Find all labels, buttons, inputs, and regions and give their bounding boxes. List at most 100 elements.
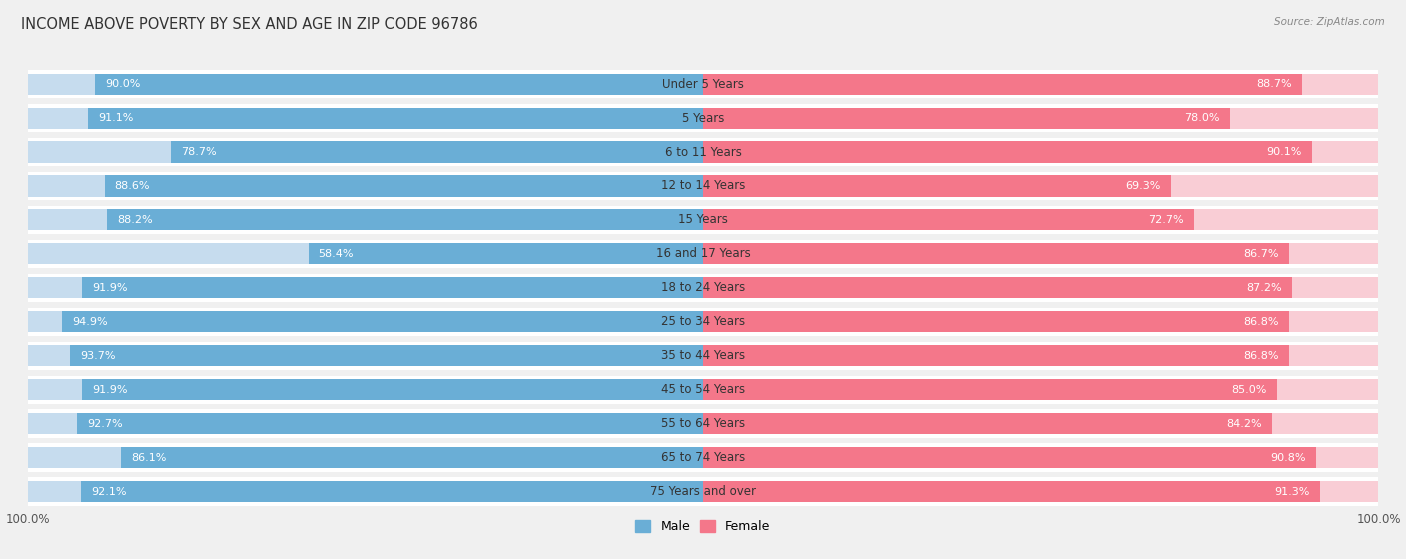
Text: 65 to 74 Years: 65 to 74 Years	[661, 451, 745, 464]
Bar	[703, 141, 1312, 163]
Bar	[703, 243, 1378, 264]
Text: 12 to 14 Years: 12 to 14 Years	[661, 179, 745, 192]
Bar	[703, 277, 1378, 299]
Bar	[703, 311, 1289, 333]
Text: 78.0%: 78.0%	[1184, 113, 1219, 123]
Text: Under 5 Years: Under 5 Years	[662, 78, 744, 91]
Text: 94.9%: 94.9%	[72, 317, 108, 327]
Bar	[83, 379, 703, 400]
Bar	[28, 376, 703, 404]
Bar	[28, 138, 703, 166]
Bar	[703, 376, 1378, 404]
Bar	[28, 240, 703, 268]
Text: 91.1%: 91.1%	[98, 113, 134, 123]
Bar	[703, 277, 1292, 299]
Text: 75 Years and over: 75 Years and over	[650, 485, 756, 498]
Bar	[703, 74, 1302, 94]
Bar	[703, 311, 1378, 333]
Bar	[28, 447, 703, 468]
Text: 92.1%: 92.1%	[91, 487, 127, 497]
Bar	[28, 413, 703, 434]
Bar	[28, 342, 703, 370]
Bar	[703, 379, 1277, 400]
Bar	[703, 447, 1316, 468]
Text: 6 to 11 Years: 6 to 11 Years	[665, 145, 741, 159]
Bar	[703, 345, 1378, 366]
Text: 88.6%: 88.6%	[115, 181, 150, 191]
Bar	[308, 243, 703, 264]
Text: 93.7%: 93.7%	[80, 351, 115, 361]
Text: 90.8%: 90.8%	[1271, 453, 1306, 463]
Text: 35 to 44 Years: 35 to 44 Years	[661, 349, 745, 362]
Text: 91.9%: 91.9%	[93, 385, 128, 395]
Text: 86.7%: 86.7%	[1243, 249, 1278, 259]
Bar	[121, 447, 703, 468]
Bar	[70, 345, 703, 366]
Text: 86.1%: 86.1%	[132, 453, 167, 463]
Bar	[703, 240, 1378, 268]
Bar	[703, 443, 1378, 472]
Bar	[28, 273, 703, 302]
Text: 86.8%: 86.8%	[1244, 317, 1279, 327]
Bar	[172, 141, 703, 163]
Bar	[703, 307, 1378, 336]
Text: 87.2%: 87.2%	[1246, 283, 1282, 293]
Text: 69.3%: 69.3%	[1126, 181, 1161, 191]
Bar	[28, 176, 703, 197]
Text: 90.1%: 90.1%	[1265, 147, 1302, 157]
Text: Source: ZipAtlas.com: Source: ZipAtlas.com	[1274, 17, 1385, 27]
Bar	[703, 210, 1194, 230]
Bar	[107, 210, 703, 230]
Bar	[703, 70, 1378, 98]
Text: 58.4%: 58.4%	[319, 249, 354, 259]
Text: 18 to 24 Years: 18 to 24 Years	[661, 281, 745, 295]
Bar	[703, 104, 1378, 132]
Text: 45 to 54 Years: 45 to 54 Years	[661, 383, 745, 396]
Bar	[703, 176, 1171, 197]
Bar	[703, 477, 1378, 506]
Bar	[703, 413, 1378, 434]
Bar	[703, 342, 1378, 370]
Bar	[703, 210, 1378, 230]
Bar	[703, 481, 1378, 502]
Bar	[703, 172, 1378, 200]
Bar	[703, 273, 1378, 302]
Bar	[703, 107, 1378, 129]
Bar	[28, 410, 703, 438]
Bar	[703, 74, 1378, 94]
Bar	[82, 481, 703, 502]
Bar	[703, 107, 1230, 129]
Text: 91.3%: 91.3%	[1274, 487, 1309, 497]
Bar	[28, 70, 703, 98]
Bar	[703, 345, 1289, 366]
Bar	[28, 277, 703, 299]
Bar	[703, 141, 1378, 163]
Legend: Male, Female: Male, Female	[636, 520, 770, 533]
Bar	[28, 206, 703, 234]
Bar	[703, 206, 1378, 234]
Text: 85.0%: 85.0%	[1232, 385, 1267, 395]
Text: 5 Years: 5 Years	[682, 112, 724, 125]
Text: 25 to 34 Years: 25 to 34 Years	[661, 315, 745, 328]
Bar	[62, 311, 703, 333]
Bar	[77, 413, 703, 434]
Text: 72.7%: 72.7%	[1149, 215, 1184, 225]
Text: 92.7%: 92.7%	[87, 419, 122, 429]
Bar	[28, 379, 703, 400]
Text: 90.0%: 90.0%	[105, 79, 141, 89]
Bar	[96, 74, 703, 94]
Bar	[87, 107, 703, 129]
Bar	[28, 345, 703, 366]
Text: 15 Years: 15 Years	[678, 214, 728, 226]
Bar	[703, 243, 1289, 264]
Bar	[28, 210, 703, 230]
Text: INCOME ABOVE POVERTY BY SEX AND AGE IN ZIP CODE 96786: INCOME ABOVE POVERTY BY SEX AND AGE IN Z…	[21, 17, 478, 32]
Bar	[28, 104, 703, 132]
Text: 16 and 17 Years: 16 and 17 Years	[655, 248, 751, 260]
Text: 88.7%: 88.7%	[1257, 79, 1292, 89]
Bar	[28, 481, 703, 502]
Bar	[28, 107, 703, 129]
Bar	[703, 413, 1271, 434]
Bar	[703, 138, 1378, 166]
Bar	[703, 410, 1378, 438]
